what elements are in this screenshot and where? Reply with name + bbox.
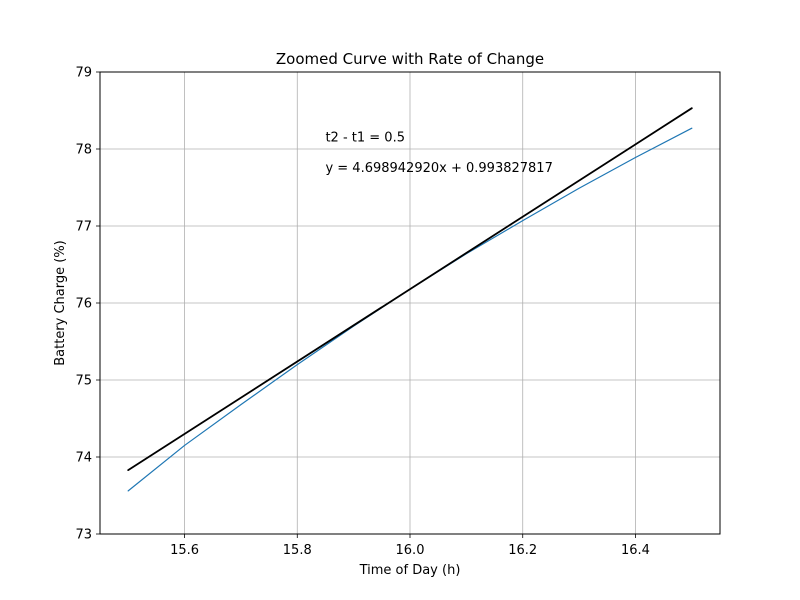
y-tick-label: 73 [75, 528, 92, 543]
y-tick-label: 74 [75, 451, 92, 466]
x-tick-label: 16.4 [621, 543, 650, 558]
y-tick-label: 75 [75, 374, 92, 389]
x-tick-label: 16.0 [396, 543, 425, 558]
y-axis-label: Battery Charge (%) [53, 240, 68, 366]
x-tick-label: 15.8 [283, 543, 312, 558]
y-tick-label: 76 [75, 297, 92, 312]
y-tick-label: 79 [75, 66, 92, 81]
tick-layer: 15.6 15.8 16.0 16.2 16.4 73 74 75 76 77 78 79 [75, 66, 649, 559]
annotation-layer: t2 - t1 = 0.5 y = 4.698942920x + 0.993827… [325, 130, 552, 176]
y-tick-label: 77 [75, 220, 92, 235]
x-tick-label: 15.6 [170, 543, 199, 558]
annotation-equation: y = 4.698942920x + 0.993827817 [325, 161, 552, 176]
annotation-interval: t2 - t1 = 0.5 [325, 130, 405, 145]
rate-of-change-line [127, 107, 693, 471]
x-tick-label: 16.2 [508, 543, 537, 558]
x-axis-label: Time of Day (h) [359, 563, 461, 578]
chart-title: Zoomed Curve with Rate of Change [276, 50, 544, 68]
series-layer [127, 107, 693, 492]
y-tick-label: 78 [75, 143, 92, 158]
